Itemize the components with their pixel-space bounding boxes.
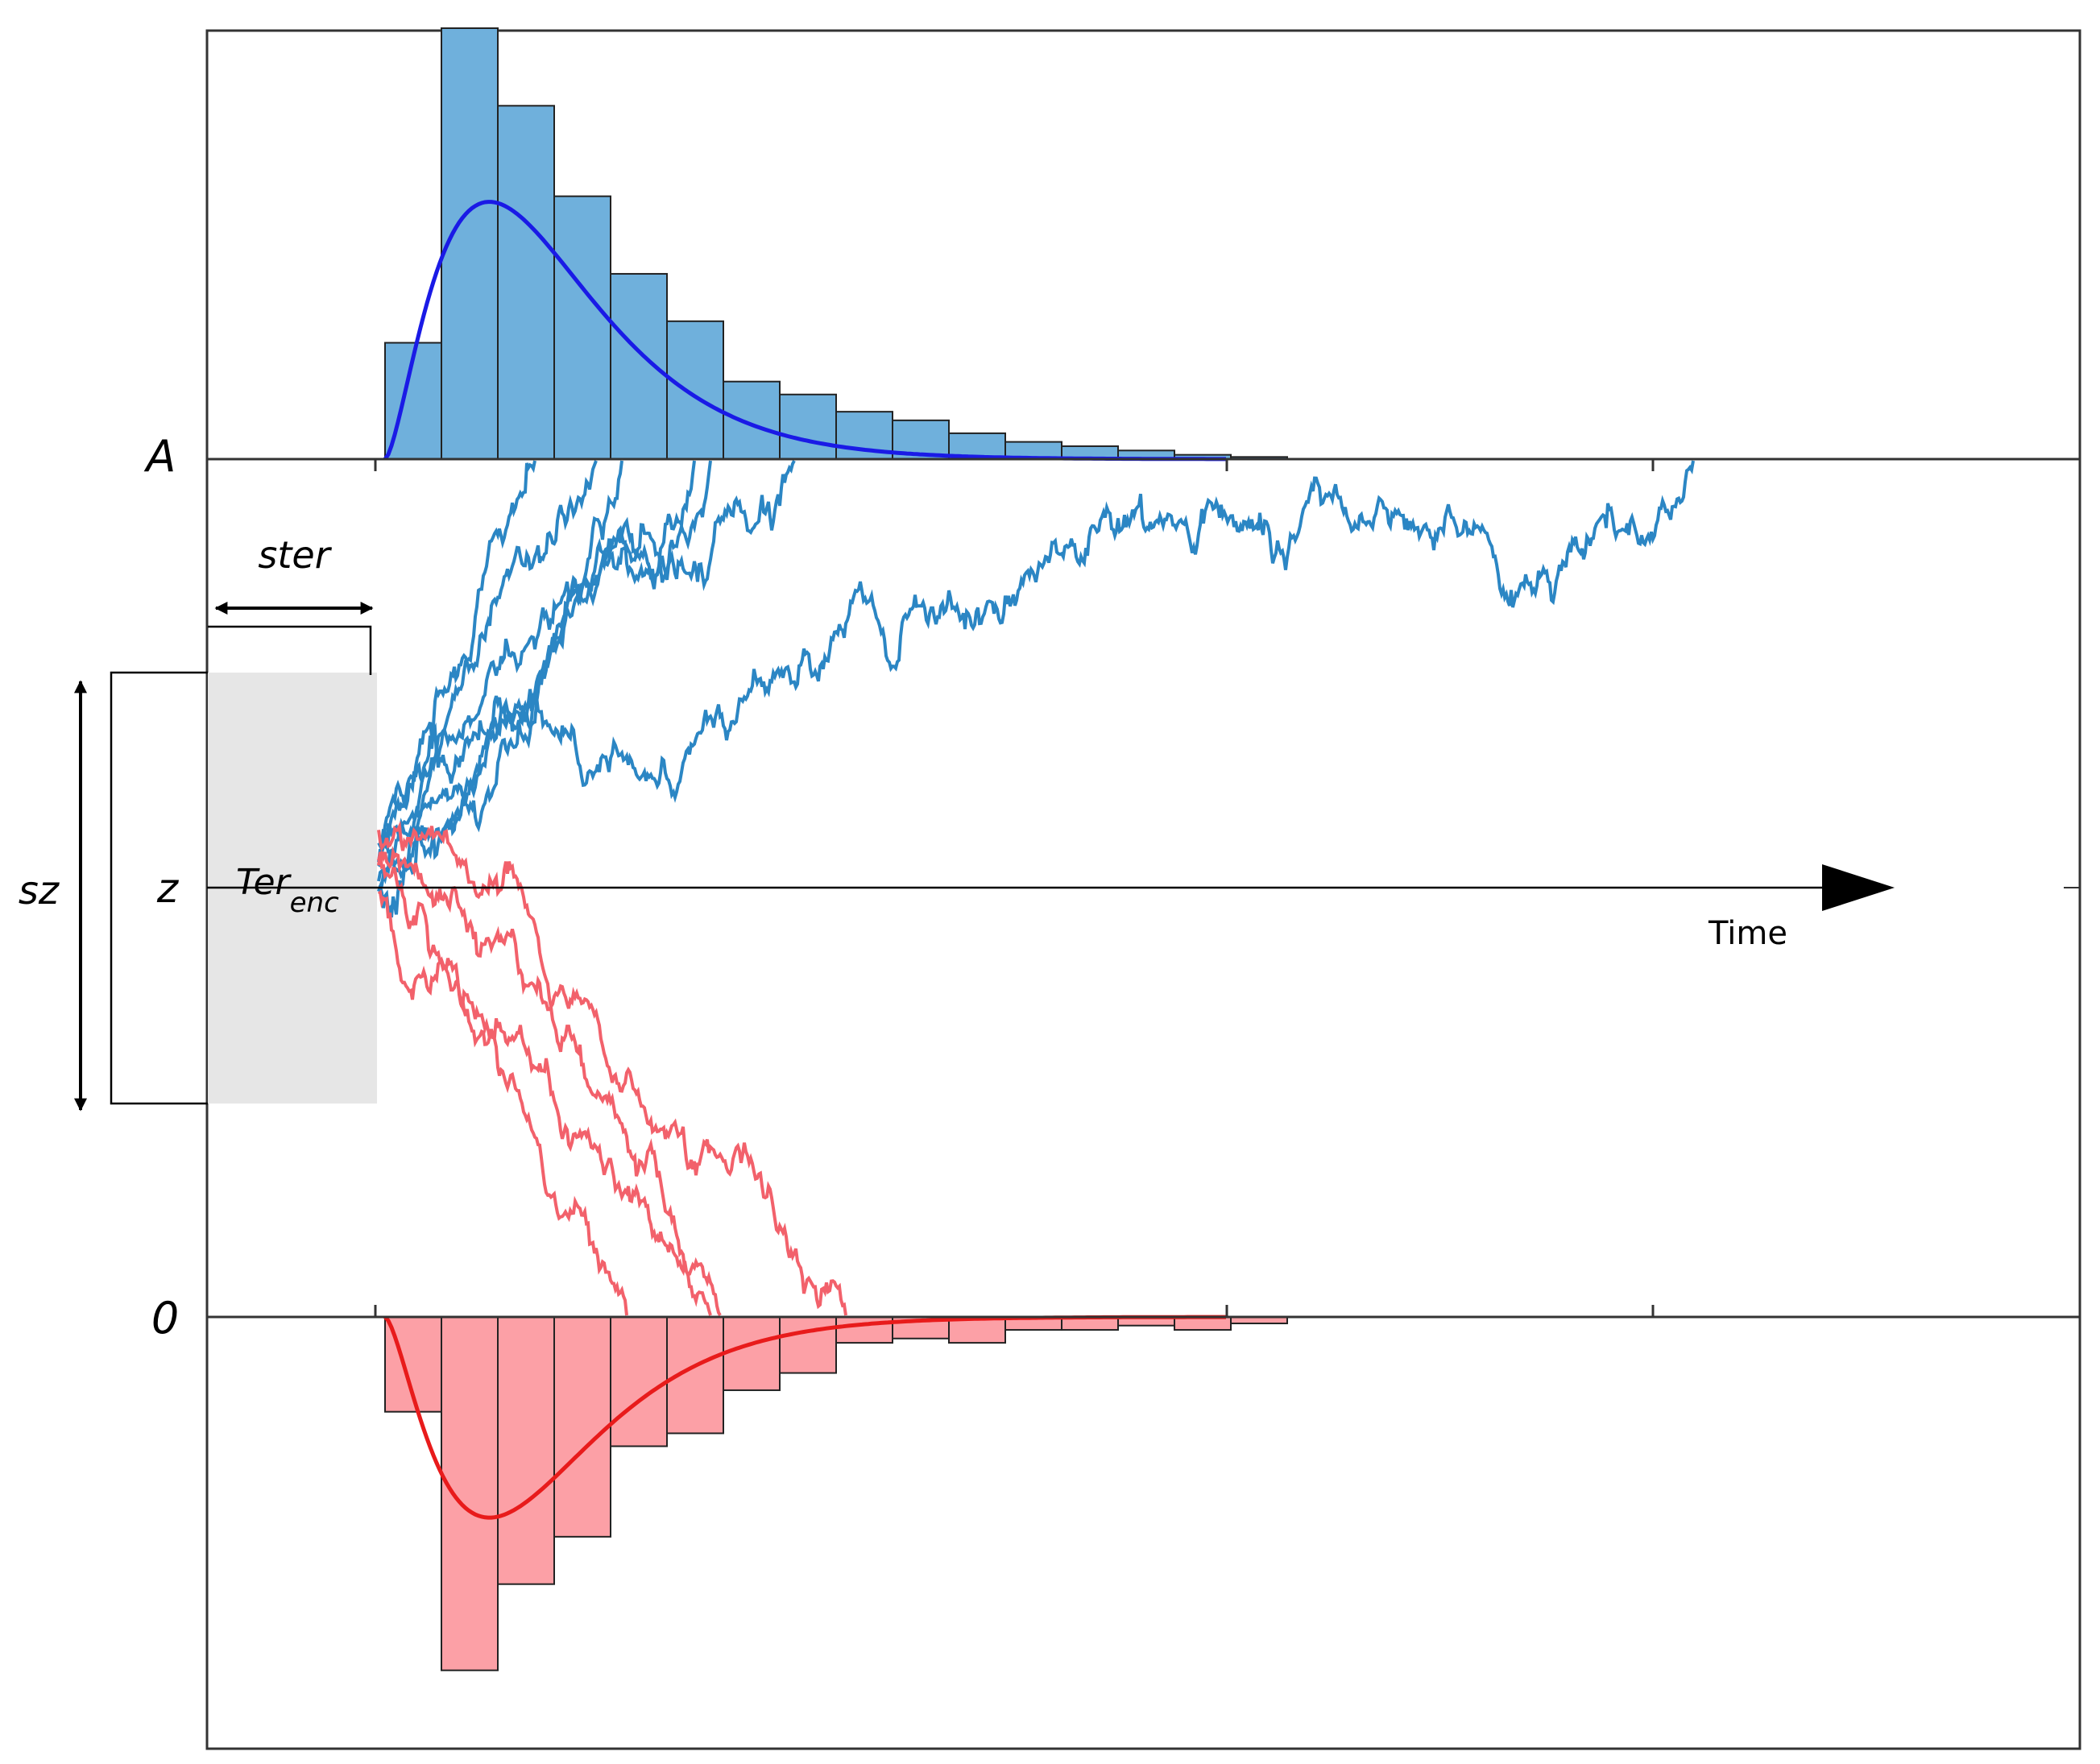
histogram-bar [553,1316,611,1538]
lower-rt-histogram [384,1316,1288,1671]
lower-boundary-label: 0 [151,1293,179,1344]
boundary-tick-marks [374,459,1655,1317]
sample-path [377,460,536,892]
time-axis-arrowhead [1822,864,1895,911]
sample-path [377,460,712,850]
histogram-bar [779,1316,837,1374]
histogram-bar [723,380,781,461]
upper-boundary-label: A [144,431,176,482]
sample-path [378,460,598,851]
start-variability-label: sz [19,868,60,913]
nondecision-time-label: Terenc [236,862,339,919]
histogram-bar [666,320,724,460]
histogram-bar [610,1316,668,1447]
histogram-bar [441,27,499,460]
sz-bracket [110,671,208,1105]
nondecision-time-label-subscript: enc [290,887,339,919]
histogram-bar [497,105,555,461]
ster-bracket [208,625,372,675]
time-axis-label: Time [1708,915,1787,952]
histogram-bar [441,1316,499,1671]
histogram-bar [723,1316,781,1391]
sample-path [377,852,722,1316]
upper-sample-paths [377,460,1695,918]
histogram-bar [497,1316,555,1585]
sample-path [377,889,628,1316]
start-point-label: z [156,865,180,912]
nondecision-time-label-base: Ter [236,862,292,903]
nondecision-variability-label: ster [258,533,332,577]
sample-path [377,846,847,1316]
sample-path [377,460,796,882]
sample-path [377,460,1695,918]
histogram-bar [610,272,668,461]
sample-path [377,820,712,1316]
histogram-bar [779,393,837,460]
histogram-bar [553,195,611,460]
lower-sample-paths [377,820,847,1316]
